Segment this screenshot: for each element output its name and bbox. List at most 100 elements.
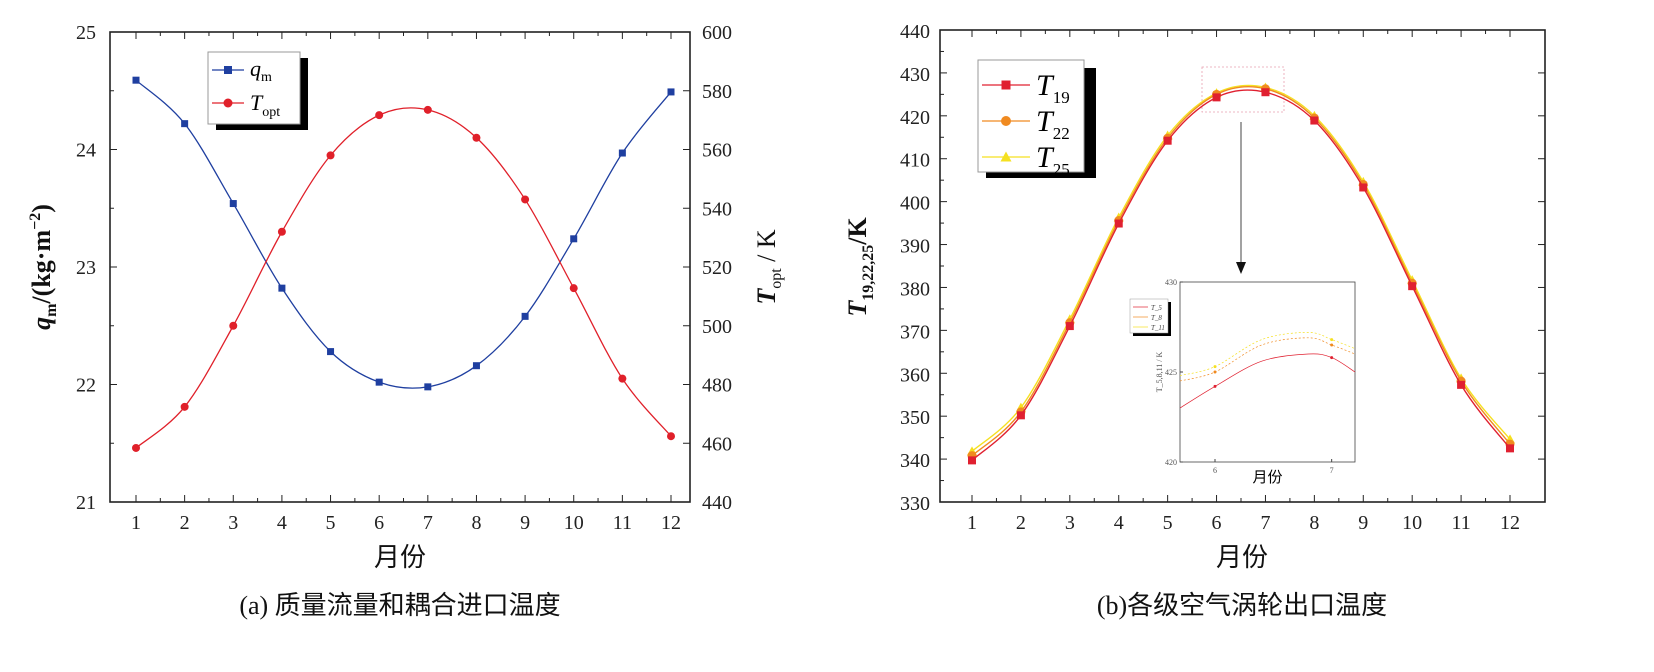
y-tick-label: 380 [900, 278, 930, 300]
y2-tick-label: 540 [702, 198, 732, 220]
legend-label-qm: qm [250, 56, 272, 85]
x-tick-label: 9 [520, 512, 530, 534]
caption-b: (b)各级空气涡轮出口温度 [1097, 591, 1387, 620]
y2-tick-label: 600 [702, 22, 732, 44]
inset-x-tick-label: 7 [1330, 466, 1334, 475]
y-tick-label: 390 [900, 236, 930, 258]
data-point-T_19 [1114, 219, 1123, 228]
plot-frame-a [109, 31, 691, 503]
series-line-T_opt [135, 107, 672, 449]
x-tick-label: 3 [228, 512, 238, 534]
y-axis-label-a: qm/(kg·m−2) [27, 204, 60, 330]
inset-y-tick-label: 425 [1165, 368, 1177, 377]
x-tick-label: 3 [1065, 512, 1075, 534]
legend-marker-qm [224, 66, 232, 74]
data-point-T_opt [277, 227, 286, 236]
legend-label-topt: Topt [250, 90, 280, 120]
y-tick-label: 330 [900, 493, 930, 515]
data-point-q_m [521, 312, 529, 320]
x-axis-label-a: 月份 [374, 543, 426, 572]
inset-data-point-T_25 [1213, 365, 1217, 369]
inset-x-axis-label: 月份 [1252, 469, 1282, 486]
y2-tick-label: 580 [702, 81, 732, 103]
x-tick-label: 5 [326, 512, 336, 534]
series-line-T_22 [971, 85, 1511, 457]
x-tick-label: 2 [180, 512, 190, 534]
x-tick-label: 11 [613, 512, 632, 534]
legend-label-T_25: T25 [1036, 141, 1070, 179]
y-tick-label: 400 [900, 193, 930, 215]
data-point-q_m [229, 200, 237, 208]
zoom-arrow-head [1236, 262, 1246, 274]
data-point-T_opt [229, 321, 238, 330]
y-tick-label: 22 [76, 375, 96, 397]
inset-y-axis-label: T_5,8,11 / K [1155, 351, 1164, 392]
x-tick-label: 1 [967, 512, 977, 534]
y-tick-label: 350 [900, 407, 930, 429]
y2-axis-label-a: Topt / K [752, 229, 785, 305]
y-tick-label: 340 [900, 450, 930, 472]
data-point-q_m [618, 149, 626, 157]
x-tick-label: 2 [1016, 512, 1026, 534]
data-point-T_opt [180, 402, 189, 411]
x-tick-label: 9 [1358, 512, 1368, 534]
data-point-q_m [132, 76, 140, 84]
y-tick-label: 24 [76, 140, 96, 162]
legend-a: qm Topt [207, 51, 308, 130]
data-point-q_m [570, 235, 578, 243]
y2-tick-label: 440 [702, 492, 732, 514]
data-point-q_m [327, 348, 335, 356]
data-point-q_m [424, 383, 432, 391]
legend-label-T_22: T22 [1036, 105, 1070, 143]
inset-series-line-T_22 [1179, 337, 1356, 382]
x-tick-label: 11 [1451, 512, 1470, 534]
x-tick-label: 6 [374, 512, 384, 534]
inset-series-line-T_19 [1179, 353, 1356, 409]
y-tick-label: 360 [900, 364, 930, 386]
data-point-q_m [278, 284, 286, 292]
inset-chart: 420 425 430 6 7 月份 T_5,8,11 / K T_5 T_8 T_11 [1129, 278, 1356, 486]
data-point-q_m [472, 362, 480, 370]
inset-series-line-T_25 [1179, 332, 1356, 376]
inset-x-tick-label: 6 [1213, 466, 1217, 475]
inset-legend-label: T_8 [1151, 314, 1162, 322]
x-tick-label: 5 [1163, 512, 1173, 534]
legend-marker-T_25 [1000, 151, 1012, 162]
inset-data-point-T_19 [1213, 384, 1217, 388]
y-tick-label: 440 [900, 21, 930, 43]
data-point-q_m [375, 378, 383, 386]
x-tick-label: 7 [423, 512, 433, 534]
caption-a: (a) 质量流量和耦合进口温度 [239, 591, 560, 620]
data-point-T_19 [1163, 136, 1172, 145]
x-tick-label: 12 [661, 512, 681, 534]
inset-frame [1179, 281, 1356, 463]
data-point-T_19 [1506, 444, 1514, 453]
legend-marker-T_22 [1001, 116, 1011, 126]
y-tick-label: 370 [900, 321, 930, 343]
y2-tick-label: 520 [702, 257, 732, 279]
data-point-T_19 [1359, 183, 1368, 192]
x-axis-label-b: 月份 [1216, 543, 1268, 572]
legend-label-T_19: T19 [1036, 69, 1070, 107]
inset-legend-label: T_11 [1151, 324, 1165, 332]
zoom-region-box [1201, 66, 1285, 113]
x-tick-label: 8 [471, 512, 481, 534]
data-point-T_19 [1408, 282, 1417, 291]
y2-tick-label: 560 [702, 140, 732, 162]
inset-legend-label: T_5 [1151, 304, 1162, 312]
y-tick-label: 420 [900, 107, 930, 129]
data-point-T_19 [1261, 88, 1270, 97]
data-point-q_m [667, 88, 675, 96]
data-point-T_19 [968, 456, 976, 465]
x-tick-label: 10 [1402, 512, 1422, 534]
y2-tick-label: 500 [702, 316, 732, 338]
data-point-q_m [181, 120, 189, 128]
data-point-T_opt [326, 151, 335, 160]
y2-tick-label: 480 [702, 375, 732, 397]
series-line-q_m [135, 79, 672, 389]
data-point-T_opt [375, 111, 384, 120]
chart-a: 1 2 3 4 5 6 7 8 9 10 11 122122232425440460480500520… [27, 22, 785, 620]
x-tick-label: 10 [564, 512, 584, 534]
